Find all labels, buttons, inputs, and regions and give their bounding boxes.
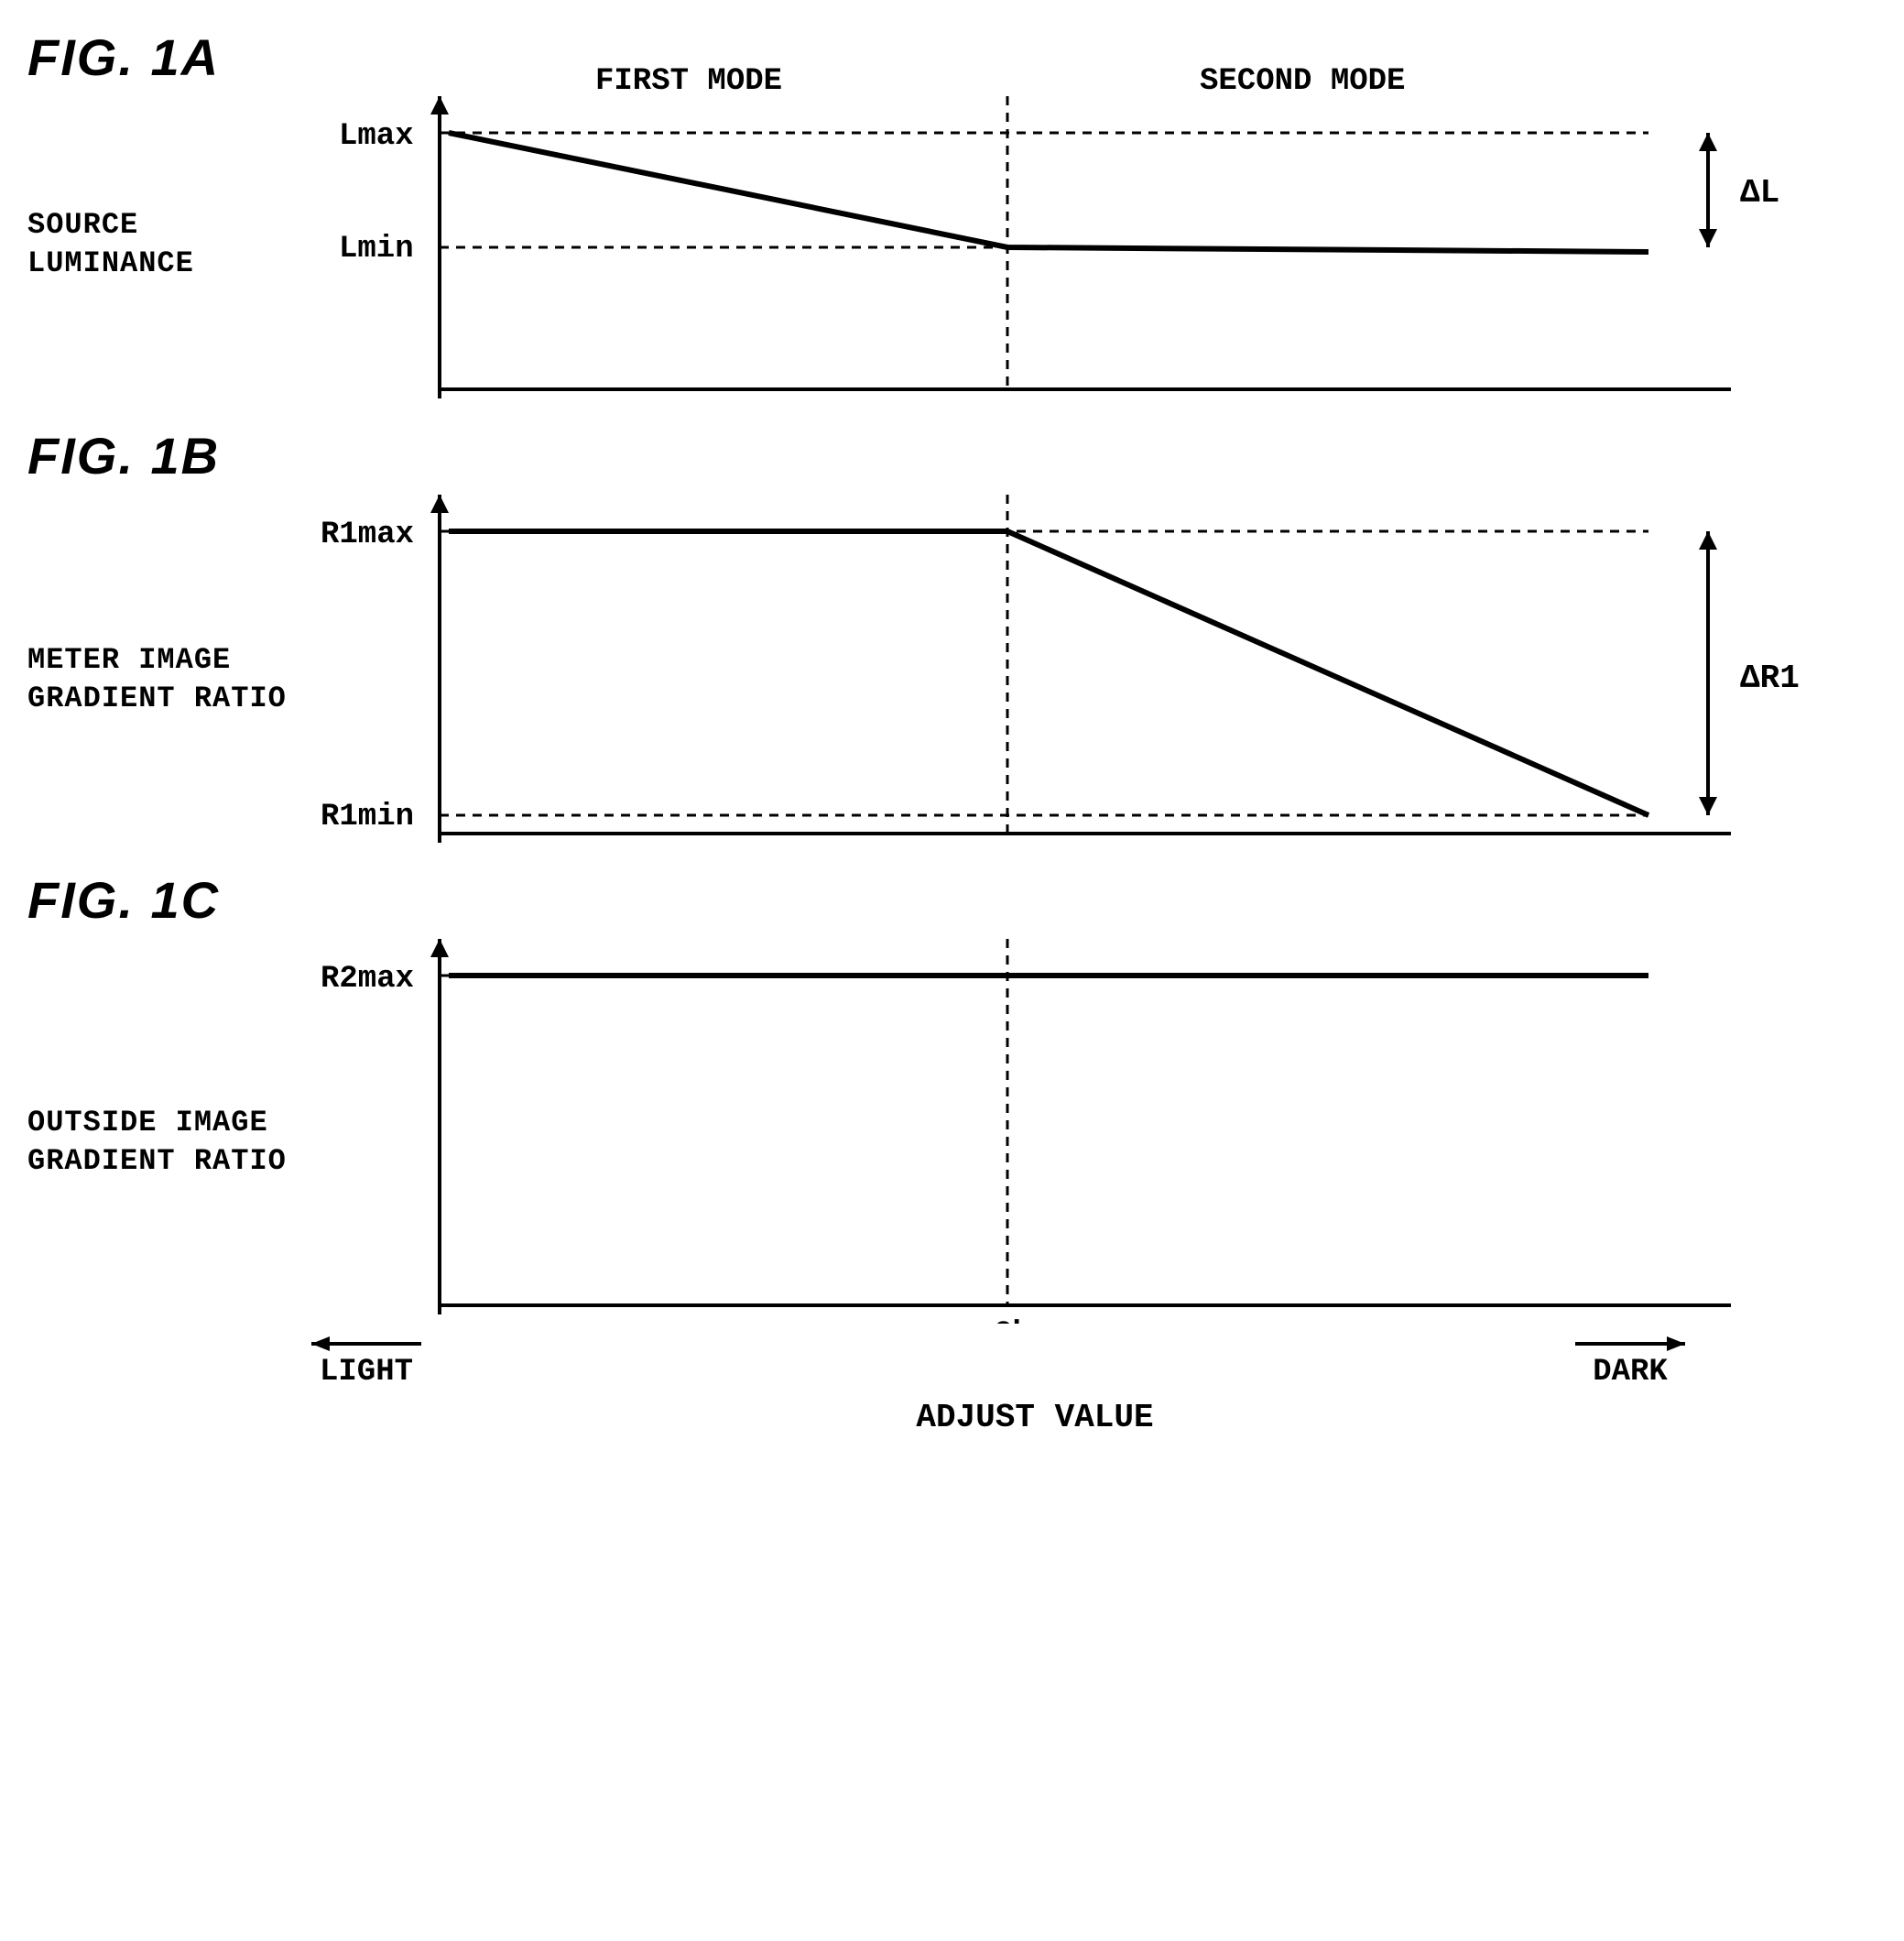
ytick-b-top: R1max bbox=[321, 518, 414, 552]
ylabel-c-line1: OUTSIDE IMAGE bbox=[27, 1106, 268, 1140]
ytick-c-top: R2max bbox=[321, 962, 414, 997]
ylabel-a-line1: SOURCE bbox=[27, 208, 138, 242]
mode2-text: SECOND MODE bbox=[1200, 64, 1405, 99]
mode1-text: FIRST MODE bbox=[595, 64, 782, 99]
figure-1c: FIG. 1C OUTSIDE IMAGE GRADIENT RATIO R2m… bbox=[27, 870, 1877, 1436]
xaxis-title: ADJUST VALUE bbox=[302, 1399, 1768, 1436]
ylabel-a-line2: LUMINANCE bbox=[27, 246, 194, 280]
light-arrow: LIGHT bbox=[302, 1333, 430, 1390]
ylabel-c: OUTSIDE IMAGE GRADIENT RATIO bbox=[27, 939, 302, 1180]
light-text: LIGHT bbox=[320, 1355, 413, 1390]
dark-arrow: DARK bbox=[1566, 1333, 1694, 1390]
ylabel-a: SOURCE LUMINANCE bbox=[27, 96, 302, 282]
ytick-b-bot: R1min bbox=[321, 800, 414, 834]
fig-title-a: FIG. 1A bbox=[27, 27, 1877, 87]
delta-b: ΔR1 bbox=[1740, 660, 1800, 697]
xaxis-labels: LIGHT DARK bbox=[302, 1333, 1768, 1390]
cb-label: Cb bbox=[994, 1317, 1031, 1324]
figure-1b: FIG. 1B METER IMAGE GRADIENT RATIO R1max… bbox=[27, 426, 1877, 852]
chart-a: Lmax Lmin ΔL bbox=[302, 96, 1859, 408]
fig-title-b: FIG. 1B bbox=[27, 426, 1877, 485]
dark-text: DARK bbox=[1593, 1355, 1668, 1390]
ytick-a-top: Lmax bbox=[339, 119, 414, 154]
ylabel-c-line2: GRADIENT RATIO bbox=[27, 1144, 287, 1178]
ylabel-b-line2: GRADIENT RATIO bbox=[27, 682, 287, 715]
fig-title-c: FIG. 1C bbox=[27, 870, 1877, 930]
chart-b: R1max R1min ΔR1 bbox=[302, 495, 1859, 852]
ylabel-b: METER IMAGE GRADIENT RATIO bbox=[27, 495, 302, 717]
chart-c: R2max Cb bbox=[302, 939, 1859, 1324]
ytick-a-bot: Lmin bbox=[339, 232, 414, 267]
figure-1a: FIG. 1A SOURCE LUMINANCE Lmax Lmin bbox=[27, 27, 1877, 408]
delta-a: ΔL bbox=[1740, 174, 1779, 212]
ylabel-b-line1: METER IMAGE bbox=[27, 643, 231, 677]
